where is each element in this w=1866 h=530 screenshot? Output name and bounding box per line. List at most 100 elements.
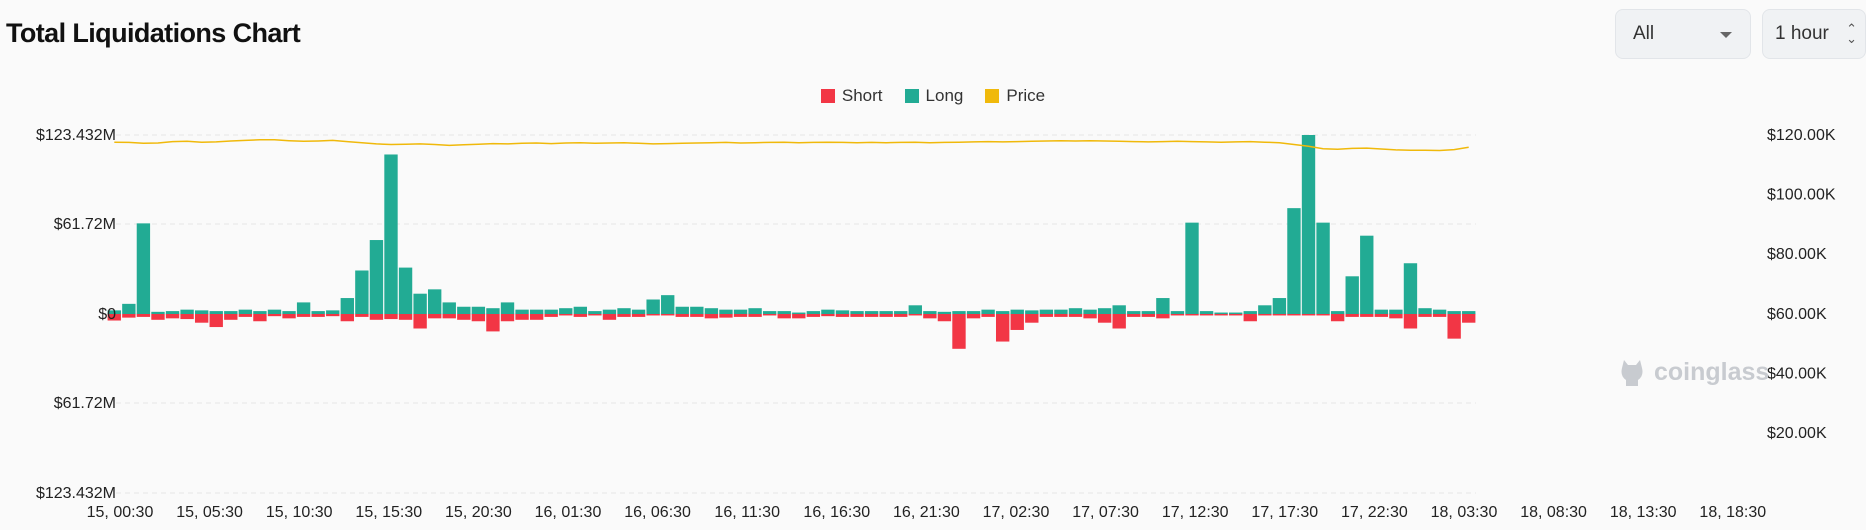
- long-bar[interactable]: [1025, 310, 1039, 314]
- long-bar[interactable]: [1360, 235, 1374, 314]
- short-bar[interactable]: [646, 314, 660, 316]
- short-bar[interactable]: [1068, 314, 1083, 317]
- short-bar[interactable]: [937, 314, 952, 322]
- long-bar[interactable]: [894, 311, 908, 314]
- short-bar[interactable]: [107, 314, 121, 321]
- long-bar[interactable]: [515, 309, 529, 314]
- short-bar[interactable]: [1156, 314, 1170, 319]
- short-bar[interactable]: [1316, 314, 1330, 316]
- short-bar[interactable]: [326, 314, 340, 317]
- long-bar[interactable]: [879, 311, 893, 314]
- long-bar[interactable]: [1229, 312, 1243, 314]
- short-bar[interactable]: [631, 314, 646, 317]
- short-bar[interactable]: [617, 314, 631, 317]
- legend-item-long[interactable]: Long: [904, 86, 963, 106]
- long-bar[interactable]: [486, 308, 500, 314]
- short-bar[interactable]: [952, 314, 966, 349]
- short-bar[interactable]: [340, 314, 354, 322]
- long-bar[interactable]: [340, 298, 354, 314]
- short-bar[interactable]: [544, 314, 558, 317]
- long-bar[interactable]: [762, 311, 777, 314]
- long-bar[interactable]: [1258, 305, 1272, 314]
- short-bar[interactable]: [1127, 314, 1141, 317]
- long-bar[interactable]: [792, 312, 806, 314]
- short-bar[interactable]: [966, 314, 981, 319]
- long-bar[interactable]: [500, 302, 515, 314]
- short-bar[interactable]: [1170, 314, 1185, 316]
- short-bar[interactable]: [1360, 314, 1374, 317]
- short-bar[interactable]: [1272, 314, 1287, 316]
- long-bar[interactable]: [180, 309, 194, 314]
- short-bar[interactable]: [457, 314, 471, 320]
- long-bar[interactable]: [690, 306, 704, 314]
- short-bar[interactable]: [1185, 314, 1199, 316]
- short-bar[interactable]: [835, 314, 850, 317]
- long-bar[interactable]: [821, 309, 835, 314]
- interval-select[interactable]: 1 hour ⌃ ⌄: [1762, 9, 1866, 59]
- long-bar[interactable]: [311, 311, 325, 314]
- short-bar[interactable]: [1025, 314, 1039, 323]
- long-bar[interactable]: [1243, 311, 1257, 314]
- long-bar[interactable]: [675, 306, 689, 314]
- long-bar[interactable]: [1170, 311, 1185, 314]
- long-bar[interactable]: [384, 154, 398, 314]
- short-bar[interactable]: [1054, 314, 1068, 317]
- short-bar[interactable]: [995, 314, 1010, 342]
- short-bar[interactable]: [1229, 314, 1243, 316]
- long-bar[interactable]: [559, 308, 573, 314]
- short-bar[interactable]: [1447, 314, 1461, 339]
- long-bar[interactable]: [326, 310, 340, 314]
- filter-select[interactable]: All: [1615, 9, 1751, 59]
- long-bar[interactable]: [850, 311, 864, 314]
- long-bar[interactable]: [1389, 309, 1403, 314]
- long-bar[interactable]: [1287, 208, 1301, 314]
- short-bar[interactable]: [850, 314, 864, 317]
- long-bar[interactable]: [1403, 263, 1418, 314]
- long-bar[interactable]: [748, 308, 762, 314]
- long-bar[interactable]: [1199, 311, 1214, 314]
- short-bar[interactable]: [1199, 314, 1214, 316]
- long-bar[interactable]: [1301, 135, 1316, 314]
- long-bar[interactable]: [937, 311, 952, 314]
- short-bar[interactable]: [151, 314, 165, 320]
- short-bar[interactable]: [821, 314, 835, 317]
- short-bar[interactable]: [515, 314, 529, 320]
- long-bar[interactable]: [107, 310, 121, 314]
- long-bar[interactable]: [1097, 308, 1112, 314]
- long-bar[interactable]: [428, 289, 442, 314]
- long-bar[interactable]: [1462, 311, 1476, 314]
- long-bar[interactable]: [165, 311, 180, 314]
- short-bar[interactable]: [282, 314, 296, 319]
- long-bar[interactable]: [704, 308, 719, 314]
- short-bar[interactable]: [588, 314, 602, 316]
- long-bar[interactable]: [1374, 309, 1389, 314]
- long-bar[interactable]: [952, 311, 966, 314]
- short-bar[interactable]: [704, 314, 719, 319]
- long-bar[interactable]: [1141, 311, 1155, 314]
- long-bar[interactable]: [209, 311, 223, 314]
- long-bar[interactable]: [602, 309, 617, 314]
- long-bar[interactable]: [966, 311, 981, 314]
- short-bar[interactable]: [311, 314, 325, 317]
- short-bar[interactable]: [136, 314, 151, 317]
- short-bar[interactable]: [1112, 314, 1126, 329]
- short-bar[interactable]: [719, 314, 733, 318]
- short-bar[interactable]: [224, 314, 238, 320]
- long-bar[interactable]: [573, 306, 588, 314]
- short-bar[interactable]: [879, 314, 893, 317]
- short-bar[interactable]: [413, 314, 427, 329]
- short-bar[interactable]: [806, 314, 821, 317]
- short-bar[interactable]: [209, 314, 223, 328]
- long-bar[interactable]: [529, 309, 544, 314]
- short-bar[interactable]: [486, 314, 500, 332]
- long-bar[interactable]: [908, 305, 922, 314]
- long-bar[interactable]: [224, 311, 238, 314]
- long-bar[interactable]: [238, 309, 253, 314]
- legend-item-price[interactable]: Price: [985, 86, 1045, 106]
- long-bar[interactable]: [1112, 305, 1126, 314]
- long-bar[interactable]: [777, 311, 791, 314]
- long-bar[interactable]: [1345, 276, 1359, 314]
- long-bar[interactable]: [864, 311, 879, 314]
- short-bar[interactable]: [1301, 314, 1316, 316]
- long-bar[interactable]: [995, 311, 1010, 314]
